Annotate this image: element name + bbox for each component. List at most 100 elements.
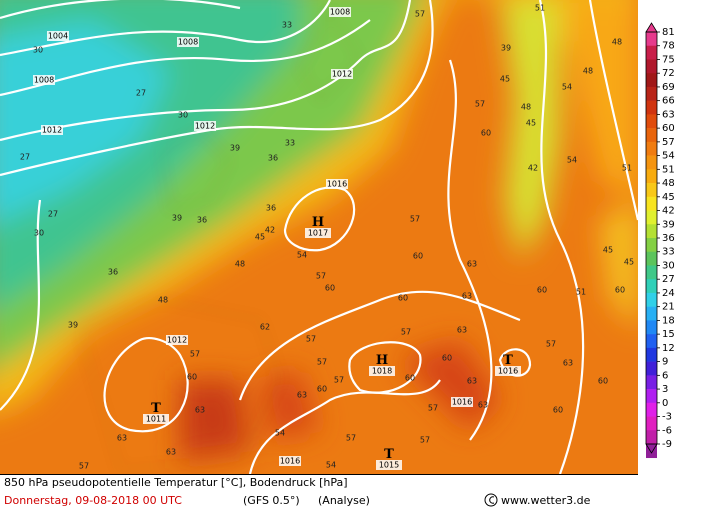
temperature-label: 36 (268, 154, 278, 163)
temperature-label: 57 (306, 335, 316, 344)
temperature-label: 30 (34, 229, 44, 238)
colorbar-swatch (646, 402, 657, 417)
colorbar-label: -3 (662, 412, 672, 423)
temperature-label: 36 (108, 268, 118, 277)
temperature-label: 30 (33, 46, 43, 55)
label-box (41, 125, 63, 135)
label-box (47, 31, 69, 41)
colorbar-label: 72 (662, 68, 675, 79)
temperature-label: 39 (230, 144, 240, 153)
label-box (143, 414, 169, 424)
colorbar-swatch (646, 238, 657, 253)
label-box (194, 121, 216, 131)
temperature-label: 57 (346, 434, 356, 443)
colorbar-label: 45 (662, 192, 675, 203)
label-box (495, 366, 521, 376)
colorbar-swatch (646, 292, 657, 307)
colorbar-label: 21 (662, 302, 675, 313)
colorbar-label: 69 (662, 82, 675, 93)
isobar-label: 1008 (34, 76, 54, 85)
temperature-label: 63 (297, 391, 307, 400)
isobar-label: 1012 (167, 336, 187, 345)
temperature-label: 63 (195, 406, 205, 415)
colorbar-swatch (646, 389, 657, 404)
pressure-label: 1018 (372, 367, 392, 376)
isobar-label: 1012 (195, 122, 215, 131)
temperature-label: 57 (190, 350, 200, 359)
temperature-label: 60 (187, 373, 197, 382)
temperature-label: 54 (297, 251, 307, 260)
colorbar-label: 6 (662, 370, 668, 381)
label-box (329, 7, 351, 17)
temperature-label: 60 (398, 294, 408, 303)
colorbar-swatch (646, 210, 657, 225)
colorbar-swatch (646, 141, 657, 156)
colorbar-swatch (646, 183, 657, 198)
isobar-label: 1012 (332, 70, 352, 79)
colorbar-label: 9 (662, 357, 668, 368)
temperature-label: 60 (481, 129, 491, 138)
label-box (177, 37, 199, 47)
colorbar-label: 75 (662, 54, 675, 65)
temperature-label: 60 (325, 284, 335, 293)
temperature-label: 63 (166, 448, 176, 457)
temperature-label: 48 (158, 296, 168, 305)
colorbar-label: 30 (662, 260, 675, 271)
date-line: Donnerstag, 09-08-2018 00 UTC (4, 494, 182, 507)
pressure-label: 1011 (146, 415, 166, 424)
credit: www.wetter3.de (501, 494, 591, 507)
colorbar-swatch (646, 100, 657, 115)
label-box (326, 179, 348, 189)
temperature-label: 57 (420, 436, 430, 445)
footer: 850 hPa pseudopotentielle Temperatur [°C… (4, 476, 591, 507)
temperature-label: 45 (500, 75, 510, 84)
colorbar-label: 39 (662, 219, 675, 230)
colorbar-swatch (646, 59, 657, 74)
colorbar-swatch (646, 32, 657, 47)
temperature-label: 57 (428, 404, 438, 413)
colorbar-swatch (646, 347, 657, 362)
colorbar-swatch (646, 279, 657, 294)
high-symbol: H (376, 353, 388, 368)
colorbar-label: 3 (662, 384, 668, 395)
colorbar-swatch (646, 430, 657, 445)
isobar-label: 1016 (452, 398, 472, 407)
colorbar-label: 42 (662, 206, 675, 217)
temperature-label: 45 (603, 246, 613, 255)
colorbar-label: 54 (662, 151, 675, 162)
temperature-label: 48 (612, 38, 622, 47)
temperature-label: 57 (316, 272, 326, 281)
colorbar-label: 33 (662, 247, 675, 258)
temperature-label: 27 (48, 210, 58, 219)
temperature-label: 63 (117, 434, 127, 443)
colorbar-arrow-top (645, 22, 658, 33)
map-area: 1004 1008 1008 1008 1012 1012 1012 1016 1012 1016… (0, 0, 638, 474)
colorbar-swatch (646, 86, 657, 101)
temperature-label: 27 (20, 153, 30, 162)
colorbar-swatch (646, 361, 657, 376)
temperature-label: 63 (457, 326, 467, 335)
temperature-label: 45 (624, 258, 634, 267)
temperature-label: 45 (255, 233, 265, 242)
low-symbol: T (384, 447, 394, 462)
label-box (166, 335, 188, 345)
temperature-label: 57 (415, 10, 425, 19)
temperature-label: 60 (537, 286, 547, 295)
colorbar-label: 15 (662, 329, 675, 340)
temperature-label: 54 (275, 429, 285, 438)
pressure-label: 1015 (379, 461, 399, 470)
map-border (0, 474, 638, 475)
temperature-label: 39 (172, 214, 182, 223)
isobar-label: 1016 (327, 180, 347, 189)
isobar-label: 1012 (42, 126, 62, 135)
colorbar-label: -6 (662, 425, 672, 436)
colorbar-swatch (646, 334, 657, 349)
temperature-label: 45 (526, 119, 536, 128)
colorbar-label: 57 (662, 137, 675, 148)
colorbar-label: 51 (662, 164, 675, 175)
temperature-label: 54 (326, 461, 336, 470)
temperature-label: 33 (282, 21, 292, 30)
temperature-label: 57 (546, 340, 556, 349)
copyright-icon (484, 493, 498, 507)
